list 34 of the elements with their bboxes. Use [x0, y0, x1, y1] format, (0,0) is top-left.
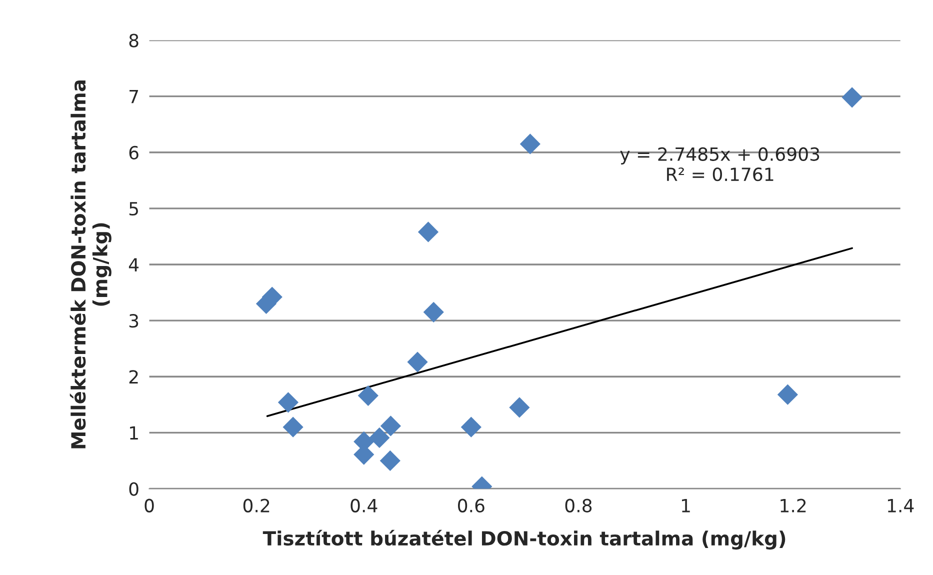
- x-tick-label: 1.4: [888, 499, 914, 512]
- x-tick-label: 1: [682, 499, 690, 512]
- point: [842, 87, 862, 108]
- y-tick-label: 3: [129, 314, 138, 328]
- point: [380, 450, 400, 472]
- point: [278, 392, 299, 413]
- y-axis-title: Melléktermék DON-toxin tartalma (mg/kg): [70, 80, 112, 448]
- x-tick-label: 0.4: [350, 498, 378, 512]
- annotation: y = 2.7485x + 0.6903 R² = 0.1761: [620, 147, 820, 182]
- point: [423, 302, 444, 322]
- y-tick-label: 4: [128, 258, 139, 272]
- point: [358, 385, 378, 406]
- point: [418, 222, 439, 242]
- point: [282, 416, 304, 438]
- x-axis-title: Tisztított búzatétel DON-toxin tartalma (mg/kg): [262, 530, 786, 550]
- point: [380, 416, 401, 436]
- y-tick-label: 6: [129, 146, 138, 160]
- y-tick-label: 8: [129, 34, 138, 48]
- x-tick-label: 0: [144, 498, 154, 512]
- y-tick-label: 0: [129, 482, 138, 496]
- point: [777, 384, 798, 405]
- point: [369, 427, 390, 448]
- y-tick-label: 1: [130, 426, 138, 440]
- x-tick-label: 0.2: [243, 498, 270, 512]
- y-tick-label: 5: [129, 202, 138, 216]
- y-tick-label: 2: [129, 370, 138, 384]
- point: [460, 416, 482, 438]
- y-tick-label: 7: [130, 90, 138, 104]
- point: [407, 352, 428, 372]
- x-tick-label: 0.6: [458, 498, 484, 512]
- x-tick-label: 1.2: [780, 498, 806, 512]
- point: [509, 397, 530, 418]
- x-tick-label: 0.8: [565, 498, 592, 512]
- point: [520, 134, 540, 154]
